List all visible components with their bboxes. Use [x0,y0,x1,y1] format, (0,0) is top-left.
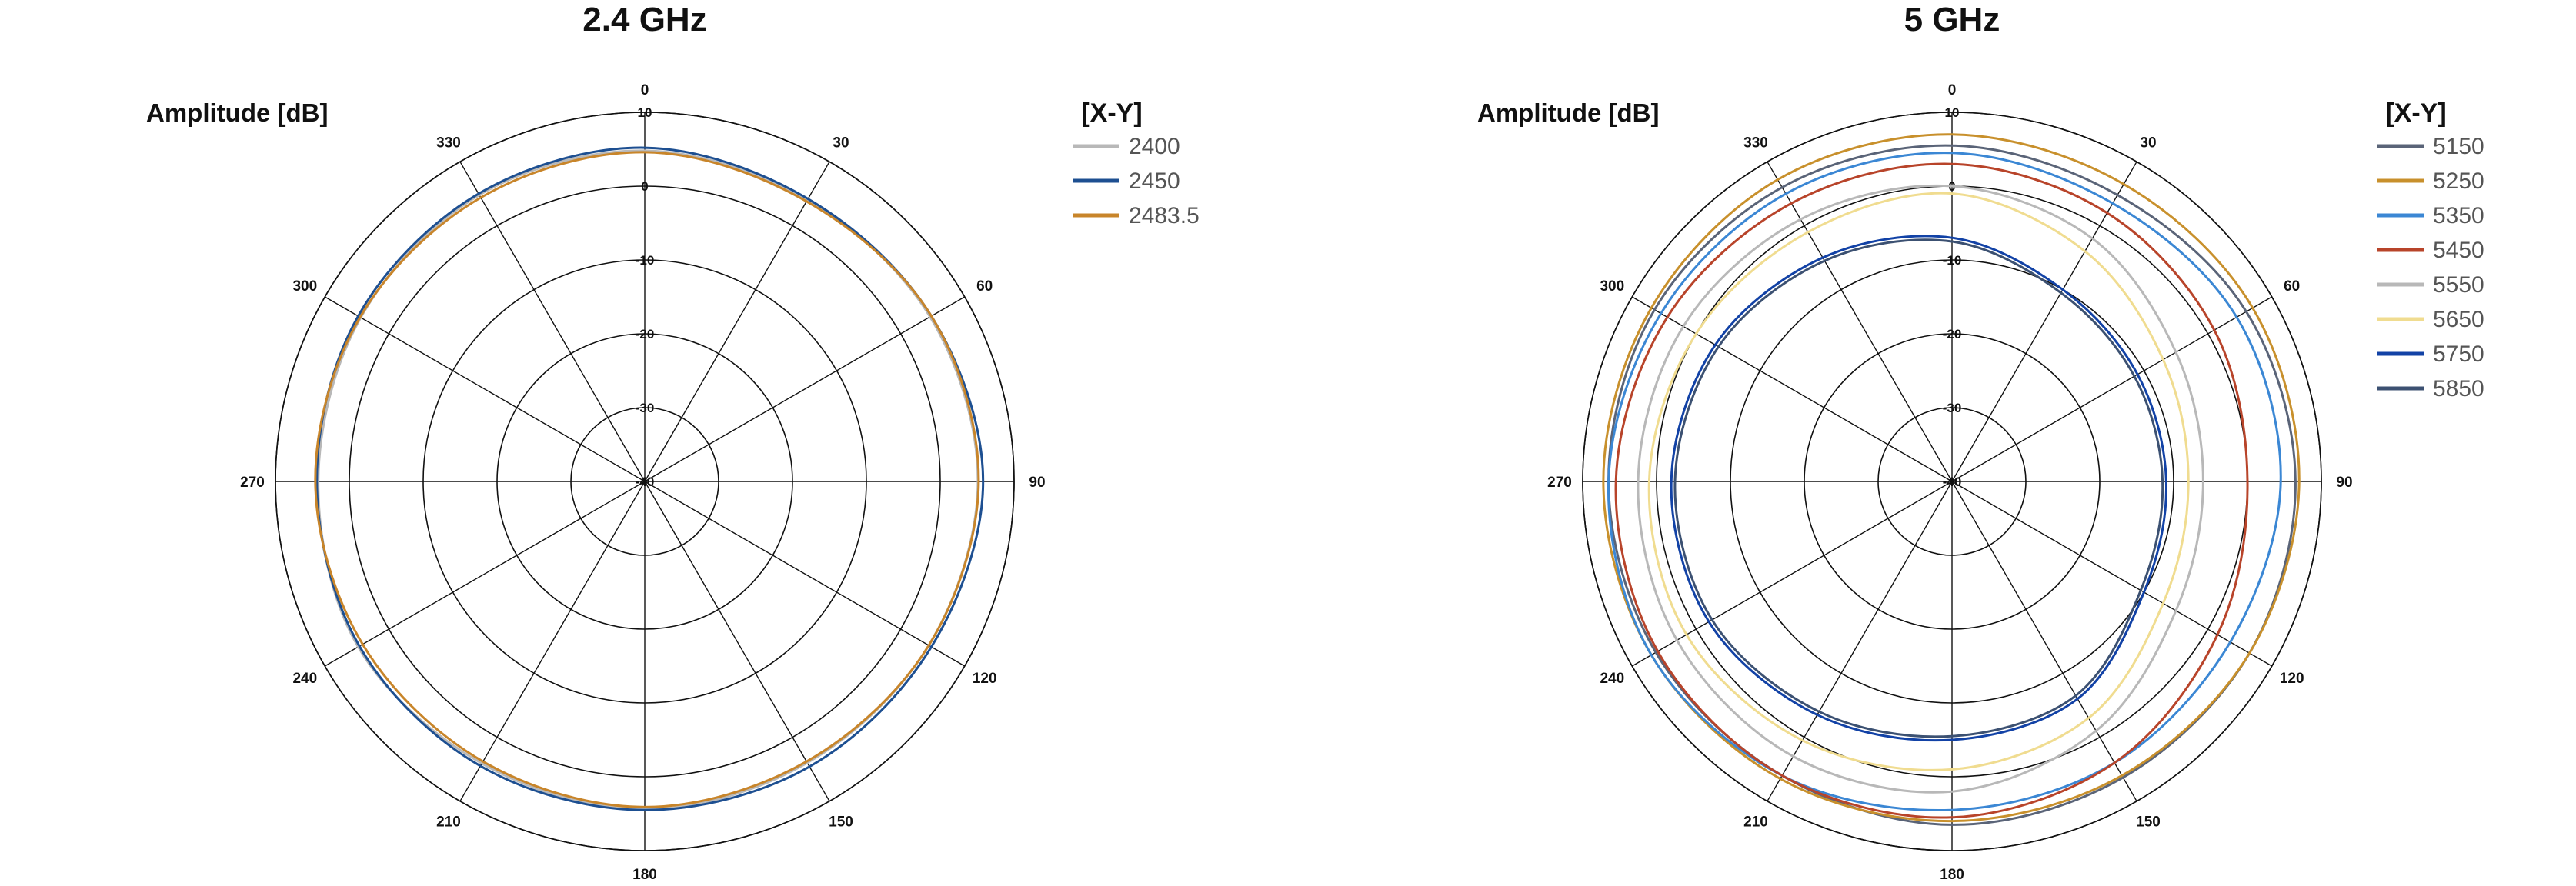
radial-tick-label: -20 [1943,327,1962,341]
spoke-line [1767,481,1953,802]
spoke-line [324,481,646,667]
spoke-line [1631,481,1953,667]
legend-title: [X-Y] [1081,98,1142,128]
legend-label: 5550 [2433,272,2484,298]
angle-label: 240 [1600,671,1624,687]
angle-label: 90 [1029,475,1045,491]
angle-label: 270 [240,475,265,491]
radial-tick-label: -10 [1943,253,1962,268]
radial-tick-label: -40 [1943,475,1962,489]
spoke-line [644,161,830,482]
radial-tick-label: -30 [1943,401,1962,415]
radial-tick-label: -40 [636,475,655,489]
spoke-line [1951,481,2137,802]
angle-label: 120 [973,671,997,687]
angle-label: 60 [2284,278,2300,295]
spoke-line [1767,161,1953,482]
amplitude-label: Amplitude [dB] [1477,98,1659,127]
spoke-line [644,481,830,802]
spoke-line [324,296,646,482]
legend-label: 5150 [2433,134,2484,159]
chart-title: 2.4 GHz [582,1,706,38]
polar-chart-2-4-ghz: 2.4 GHz Amplitude [dB] 0 30 60 90 120 150 180 210… [146,1,1200,883]
series-line-5850 [1673,238,2164,738]
legend-label: 5650 [2433,307,2484,332]
angle-label: 0 [641,82,649,98]
series-line-5550 [1637,184,2204,794]
polar-chart-5-ghz: 5 GHz Amplitude [dB] 0 30 60 90 120 150 180 210 24… [1477,1,2484,883]
angle-label: 330 [1743,135,1768,151]
angle-label: 270 [1547,475,1572,491]
spoke-line [459,161,646,482]
legend-label: 2450 [1129,168,1180,194]
radial-tick-label: -10 [636,253,655,268]
radial-tick-label: 10 [638,105,652,120]
spoke-line [644,481,966,667]
legend-label: 5750 [2433,341,2484,367]
spoke-line [1951,481,2273,667]
legend-label: 2400 [1129,134,1180,159]
legend-label: 2483.5 [1129,203,1200,228]
spoke-line [644,296,966,482]
angle-label: 90 [2336,475,2352,491]
legend-label: 5450 [2433,238,2484,263]
chart-title: 5 GHz [1904,1,2000,38]
angle-label: 180 [632,867,657,883]
legend-label: 5250 [2433,168,2484,194]
series-line-2483-5 [314,151,980,808]
series-line-5350 [1607,152,2282,812]
series-line-5650 [1647,192,2190,771]
legend-title: [X-Y] [2385,98,2446,128]
series-line-5150 [1607,144,2297,826]
radial-tick-label: 10 [1945,105,1960,120]
angle-label: 180 [1940,867,1964,883]
angle-label: 210 [1743,814,1768,831]
angle-label: 0 [1948,82,1957,98]
angle-label: 240 [292,671,317,687]
angle-label: 120 [2280,671,2304,687]
legend-label: 5350 [2433,203,2484,228]
angle-label: 30 [833,135,849,151]
angle-label: 300 [292,278,317,295]
series-line-5250 [1602,133,2301,823]
angle-label: 150 [829,814,853,831]
series-line-5750 [1670,235,2167,742]
amplitude-label: Amplitude [dB] [146,98,328,127]
spoke-line [459,481,646,802]
radial-tick-label: -20 [636,327,655,341]
angle-label: 30 [2140,135,2156,151]
spoke-line [1951,296,2273,482]
spoke-line [1631,296,1953,482]
series-line-5450 [1614,162,2249,819]
radial-tick-label: -30 [636,401,655,415]
angle-label: 210 [436,814,461,831]
angle-label: 300 [1600,278,1624,295]
angle-label: 330 [436,135,461,151]
spoke-line [1951,161,2137,482]
angle-label: 150 [2136,814,2161,831]
angle-label: 60 [976,278,993,295]
legend-label: 5850 [2433,376,2484,401]
radial-tick-label: 0 [641,179,648,194]
